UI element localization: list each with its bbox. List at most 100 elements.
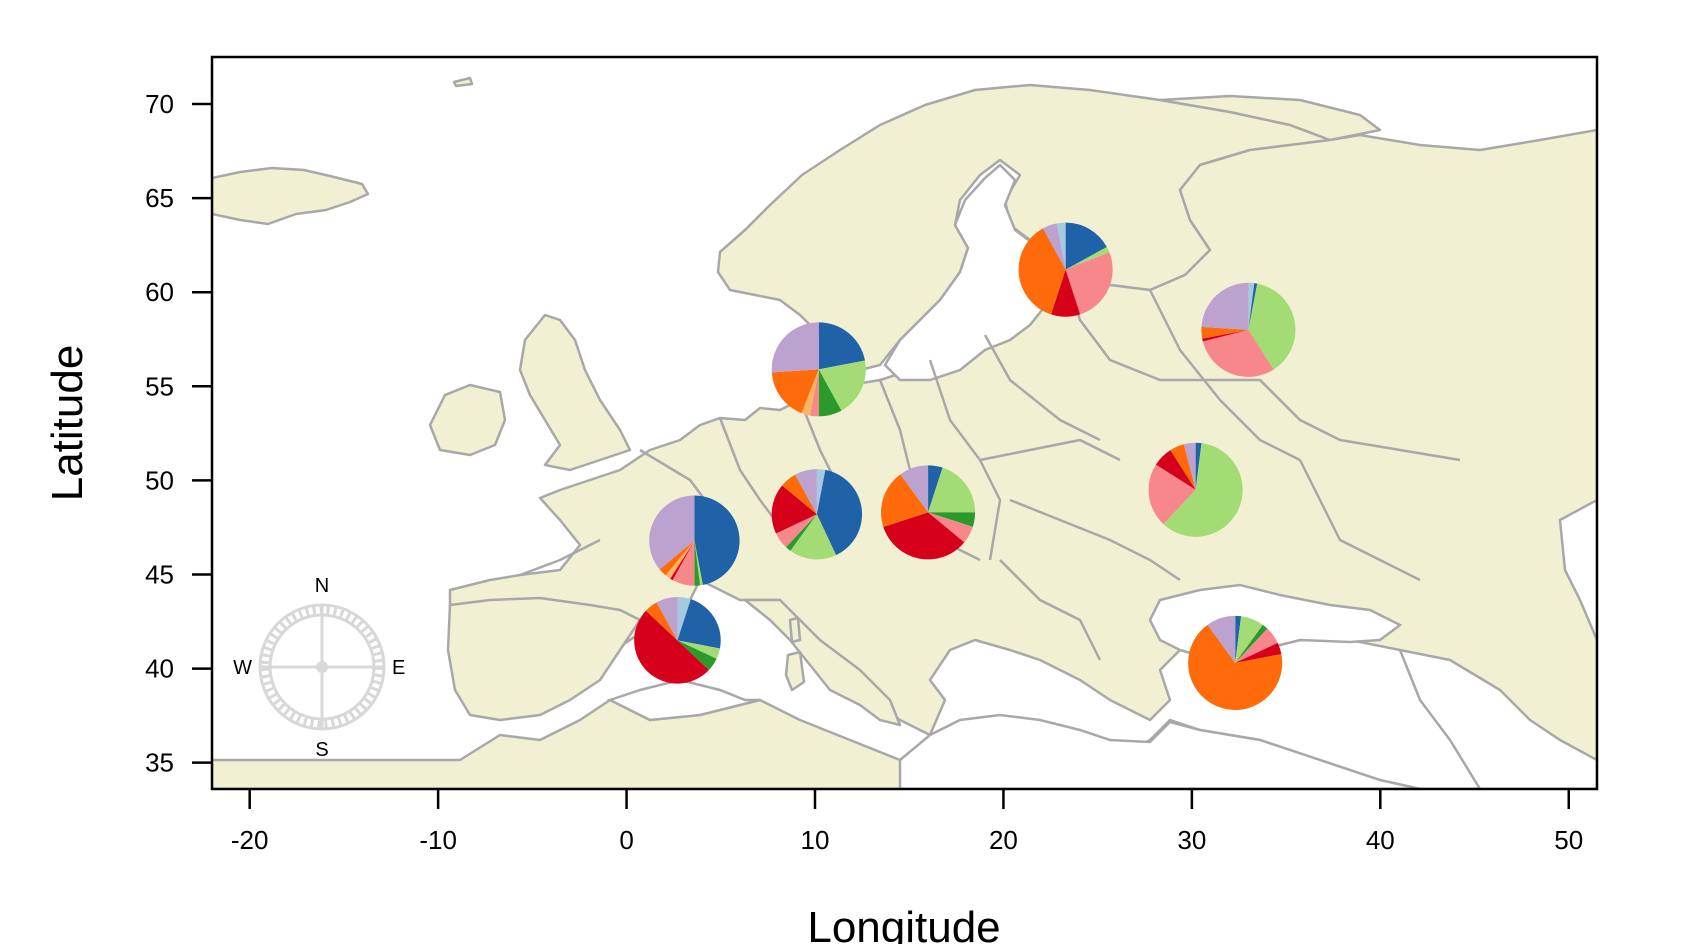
pie-slice: [677, 597, 691, 641]
compass-label-e: E: [392, 657, 405, 679]
pie-slice: [656, 597, 678, 641]
pie-chart: [649, 495, 740, 586]
pie-slice: [1201, 282, 1249, 330]
pie-slice: [1148, 464, 1196, 525]
pie-slice: [1195, 442, 1202, 490]
pie-slice: [816, 469, 826, 515]
compass-label-w: W: [233, 657, 252, 679]
pie-slice: [795, 469, 817, 515]
pie-slice: [771, 485, 817, 534]
pie-slice: [1163, 443, 1243, 537]
pie-slice: [928, 512, 973, 543]
pie-chart: [634, 597, 721, 684]
pie-slice: [1235, 628, 1278, 663]
compass-center: [316, 661, 328, 673]
x-tick-label: 30: [1177, 825, 1206, 855]
pie-slice: [1065, 246, 1110, 270]
pie-slice: [771, 322, 819, 373]
pie-slice: [1207, 615, 1236, 663]
landmass-corsica: [788, 616, 802, 644]
pie-slice: [928, 512, 976, 527]
pie-chart: [1201, 282, 1296, 377]
pie-slice: [809, 369, 819, 417]
landmass-great-britain: [518, 313, 632, 472]
sea-mediterranean-west: [606, 678, 761, 722]
landmass-svalbard-fragment: [452, 76, 474, 88]
pie-slice: [1065, 252, 1113, 315]
pie-slice: [1051, 269, 1081, 317]
x-tick-label: 20: [989, 825, 1018, 855]
pie-slice: [1235, 624, 1268, 663]
pie-chart: [771, 322, 866, 417]
pie-slice: [1235, 642, 1282, 663]
y-axis: 35 40 45 50 55 60 65 70: [145, 89, 212, 778]
pie-slice: [818, 360, 866, 411]
pie-slice: [883, 512, 965, 560]
pie-slice: [634, 610, 709, 684]
plot-frame: [210, 55, 1599, 791]
pie-slice: [649, 495, 695, 570]
pie-slice: [771, 369, 819, 414]
x-tick-label: 40: [1366, 825, 1395, 855]
pie-slice: [1183, 442, 1196, 490]
pie-slice: [1155, 450, 1196, 490]
pie-slice: [677, 640, 717, 670]
pie-slice: [1042, 223, 1066, 270]
x-tick-label: 50: [1554, 825, 1583, 855]
y-tick-label: 40: [145, 654, 174, 684]
pie-chart: [771, 469, 863, 560]
pie-slice: [1248, 282, 1255, 330]
pie-slice: [677, 640, 720, 659]
landmass-ireland: [428, 383, 507, 457]
pie-slice: [694, 540, 703, 586]
pie-slice: [645, 602, 678, 641]
pie-chart: [1018, 222, 1113, 317]
pie-slice: [928, 467, 976, 513]
pie-slice: [1056, 222, 1066, 270]
y-tick-label: 45: [145, 559, 174, 589]
pie-slice: [672, 540, 695, 586]
y-tick-label: 55: [145, 371, 174, 401]
x-tick-label: 0: [619, 825, 633, 855]
pie-slice: [776, 514, 817, 548]
pie-slice: [1170, 444, 1196, 490]
y-tick-label: 50: [145, 465, 174, 495]
pie-slice: [818, 369, 842, 417]
pie-slice: [1018, 228, 1066, 315]
pie-slice: [659, 540, 695, 576]
compass-label-s: S: [315, 739, 328, 761]
pie-chart: [1188, 615, 1283, 710]
pie-slice: [1248, 283, 1258, 330]
pie-slice: [881, 474, 929, 527]
pie-slice: [928, 465, 943, 513]
sea-baltic: [883, 163, 1062, 382]
pie-slice: [816, 469, 863, 556]
pie-slice: [1202, 329, 1249, 342]
pie-slice: [801, 369, 819, 416]
pie-slice: [785, 514, 817, 551]
pie-slice: [1188, 624, 1283, 710]
pie-slice: [818, 322, 865, 370]
pie-slice: [790, 514, 837, 560]
pie-layer: [634, 222, 1296, 710]
x-tick-label: -20: [231, 825, 269, 855]
pie-slice: [694, 495, 740, 585]
map-background: [212, 76, 1597, 789]
pie-slice: [665, 540, 695, 579]
y-axis-title: Latitude: [43, 345, 92, 502]
pie-slice: [782, 474, 817, 515]
x-axis-title: Longitude: [807, 903, 1000, 944]
landmass-iceland: [212, 166, 370, 226]
pie-slice: [1235, 616, 1263, 663]
sea-mediterranean-east: [898, 713, 1421, 789]
x-tick-label: 10: [801, 825, 830, 855]
x-tick-label: -10: [419, 825, 457, 855]
y-tick-label: 65: [145, 183, 174, 213]
pie-slice: [900, 465, 929, 513]
pie-slice: [1201, 326, 1249, 339]
sea-caspian: [1558, 498, 1597, 641]
pie-slice: [1065, 222, 1107, 270]
pie-slice: [1202, 329, 1274, 377]
y-tick-label: 35: [145, 748, 174, 778]
